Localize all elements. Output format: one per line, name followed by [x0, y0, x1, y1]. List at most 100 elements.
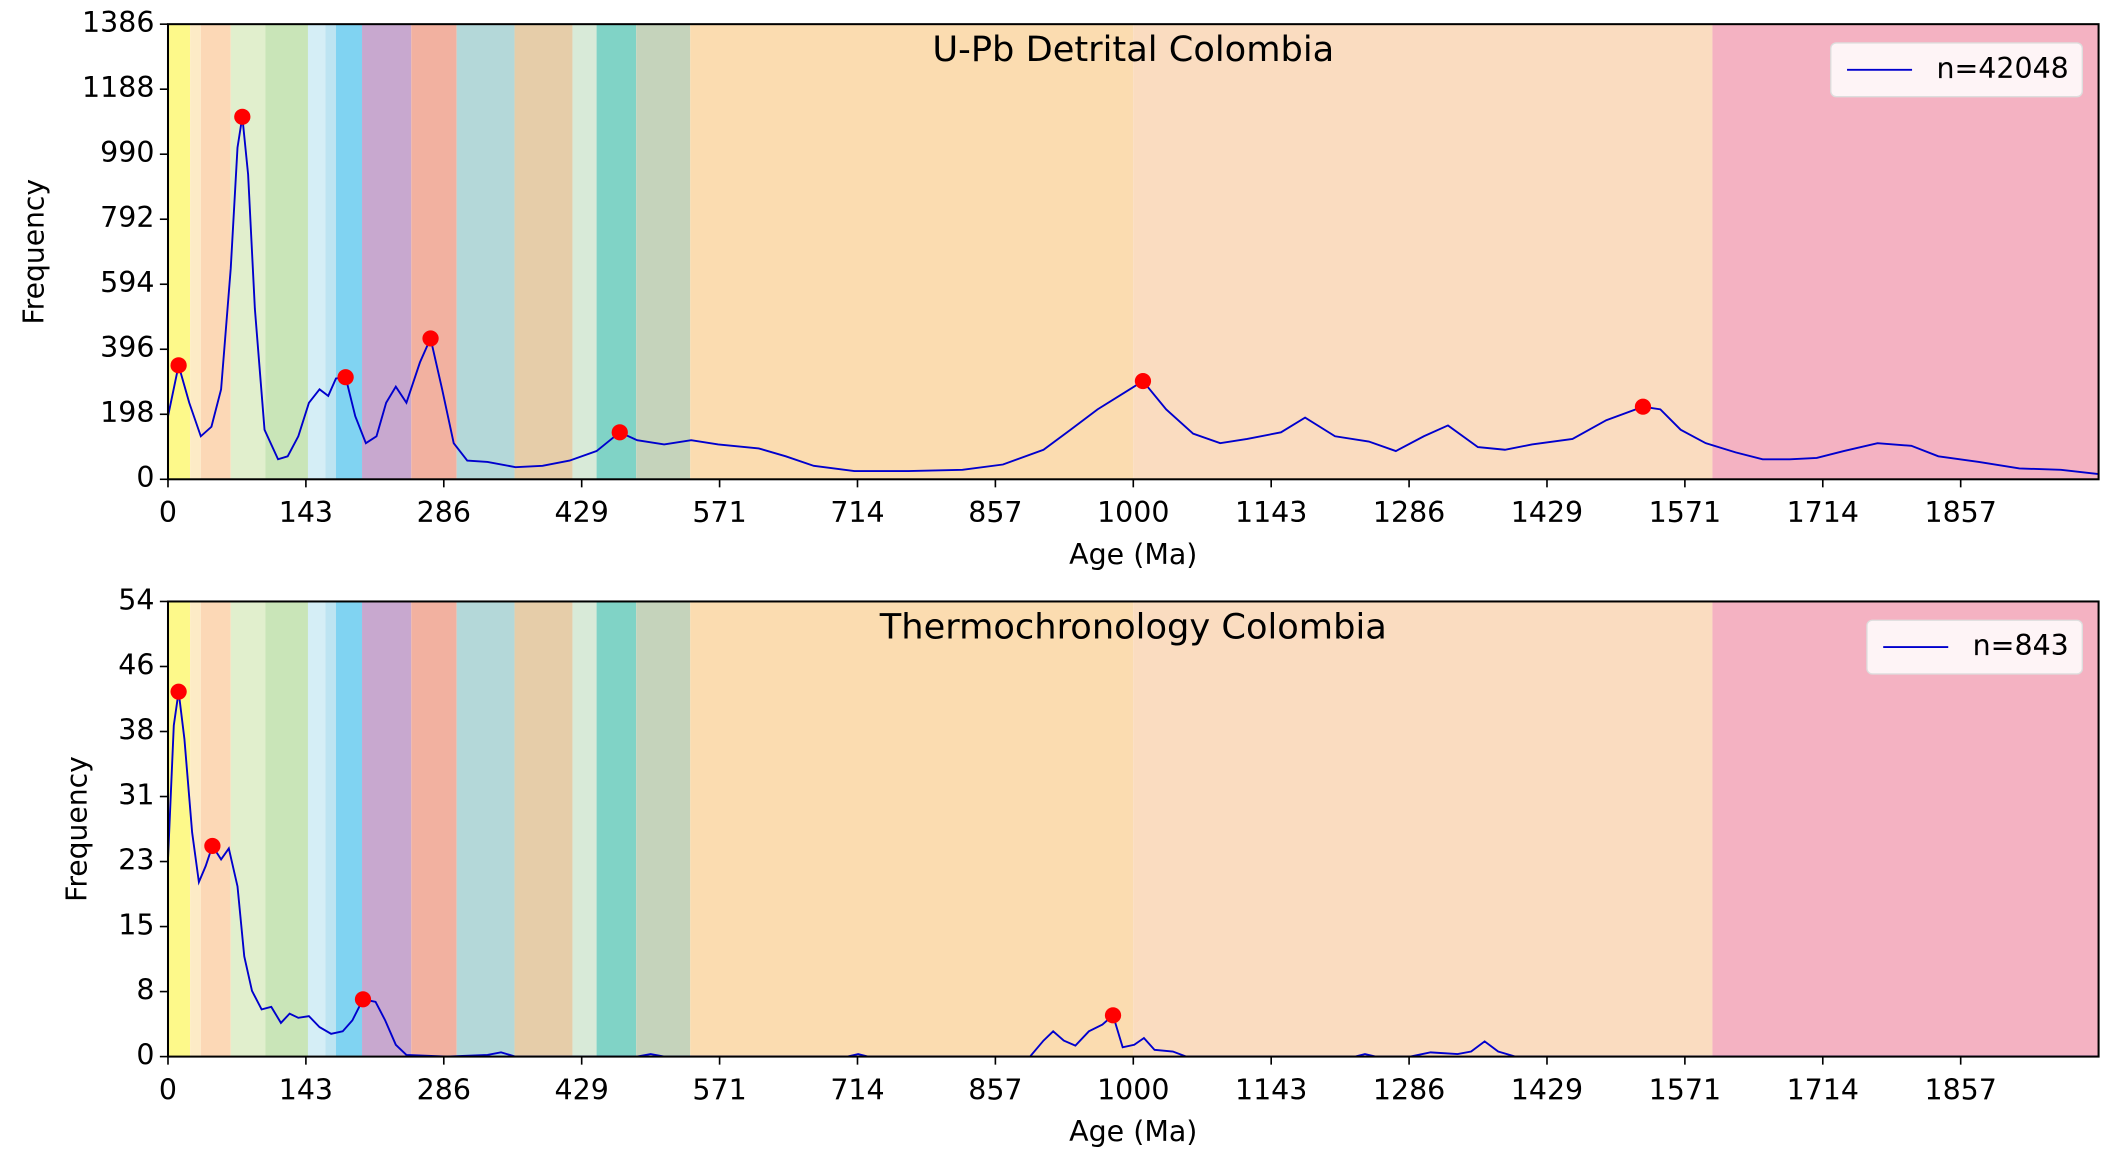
period-band [690, 24, 1134, 480]
x-tick-label: 286 [417, 496, 471, 529]
legend-box [1830, 42, 2084, 98]
period-band [572, 24, 597, 480]
y-tick-label: 792 [100, 201, 154, 234]
period-band [690, 601, 1134, 1057]
x-tick-label: 1571 [1649, 1074, 1721, 1107]
x-tick-label: 0 [159, 1074, 177, 1107]
y-axis-label: Frequency [60, 756, 93, 902]
chart-title: Thermochronology Colombia [879, 606, 1387, 647]
period-band [572, 601, 597, 1057]
period-band [307, 24, 326, 480]
period-band [1133, 24, 1713, 480]
legend: n=42048 [1830, 42, 2084, 98]
period-band [325, 601, 336, 1057]
x-tick-label: 571 [692, 1074, 746, 1107]
y-tick-label: 23 [118, 844, 154, 877]
period-band [335, 601, 363, 1057]
period-band [411, 24, 457, 480]
period-band [456, 24, 515, 480]
peak-marker [1634, 398, 1652, 415]
period-band [1712, 601, 2099, 1057]
y-tick-label: 15 [118, 909, 154, 942]
x-tick-label: 1143 [1235, 496, 1307, 529]
period-band [265, 601, 308, 1057]
x-tick-label: 1714 [1787, 496, 1859, 529]
peak-marker [1134, 373, 1152, 390]
chart-panel: 0 143 286 429 571 714 857 1000 1143 1286 1429 1571 1… [17, 6, 2100, 571]
period-band [190, 601, 201, 1057]
period-band [335, 24, 363, 480]
peak-marker [204, 837, 221, 854]
period-band [265, 24, 308, 480]
x-tick-label: 1857 [1924, 496, 1996, 529]
legend-box [1866, 619, 2084, 675]
y-tick-label: 31 [118, 779, 154, 812]
period-band [411, 601, 457, 1057]
period-band [596, 24, 637, 480]
chart-title: U-Pb Detrital Colombia [932, 29, 1334, 70]
period-band [307, 601, 326, 1057]
period-band [362, 601, 412, 1057]
legend-label: n=843 [1973, 629, 2069, 662]
period-band [636, 24, 691, 480]
x-tick-label: 143 [279, 1074, 333, 1107]
period-band [1133, 601, 1713, 1057]
peak-marker [170, 357, 187, 374]
period-band [190, 24, 201, 480]
x-tick-label: 1286 [1373, 496, 1445, 529]
y-tick-label: 594 [100, 266, 154, 299]
series-line [167, 691, 2099, 1057]
x-tick-label: 429 [555, 496, 609, 529]
x-tick-label: 143 [279, 496, 333, 529]
period-band [167, 601, 191, 1057]
period-band [200, 24, 231, 480]
period-band [167, 24, 191, 480]
peak-marker [170, 683, 187, 700]
x-tick-label: 714 [830, 496, 884, 529]
peak-marker [354, 991, 372, 1008]
x-axis-label: Age (Ma) [1069, 1115, 1197, 1148]
period-band [456, 601, 515, 1057]
period-band [325, 24, 336, 480]
y-tick-label: 396 [100, 331, 154, 364]
legend-label: n=42048 [1936, 52, 2068, 85]
y-tick-label: 8 [136, 974, 154, 1007]
x-tick-label: 857 [968, 496, 1022, 529]
x-tick-label: 1429 [1511, 496, 1583, 529]
x-tick-label: 1000 [1097, 1074, 1169, 1107]
x-tick-label: 857 [968, 1074, 1022, 1107]
period-band [200, 601, 231, 1057]
period-band [636, 601, 691, 1057]
y-tick-label: 0 [136, 1039, 154, 1072]
y-tick-label: 198 [100, 396, 154, 429]
period-band [514, 24, 573, 480]
x-tick-label: 0 [159, 496, 177, 529]
period-band [1712, 24, 2099, 480]
x-tick-label: 1000 [1097, 496, 1169, 529]
x-tick-label: 1857 [1924, 1074, 1996, 1107]
peak-marker [611, 424, 628, 441]
y-tick-label: 990 [100, 136, 154, 169]
peak-marker [234, 108, 251, 125]
period-band [514, 601, 573, 1057]
x-tick-label: 429 [555, 1074, 609, 1107]
legend: n=843 [1866, 619, 2084, 675]
y-axis-label: Frequency [17, 179, 50, 325]
y-tick-label: 38 [118, 714, 154, 747]
y-tick-label: 1188 [82, 71, 154, 104]
y-tick-label: 46 [118, 649, 154, 682]
x-tick-label: 1143 [1235, 1074, 1307, 1107]
peak-marker [422, 330, 439, 347]
x-tick-label: 571 [692, 496, 746, 529]
peak-marker [1104, 1007, 1122, 1024]
chart-panel: 0 143 286 429 571 714 857 1000 1143 1286 1429 1571 1… [60, 584, 2100, 1148]
period-band [230, 601, 266, 1057]
period-band [596, 601, 637, 1057]
x-tick-label: 714 [830, 1074, 884, 1107]
x-tick-label: 1714 [1787, 1074, 1859, 1107]
y-tick-label: 0 [136, 461, 154, 494]
y-tick-label: 54 [118, 584, 154, 617]
y-tick-label: 1386 [82, 6, 154, 39]
peak-marker [337, 369, 354, 386]
